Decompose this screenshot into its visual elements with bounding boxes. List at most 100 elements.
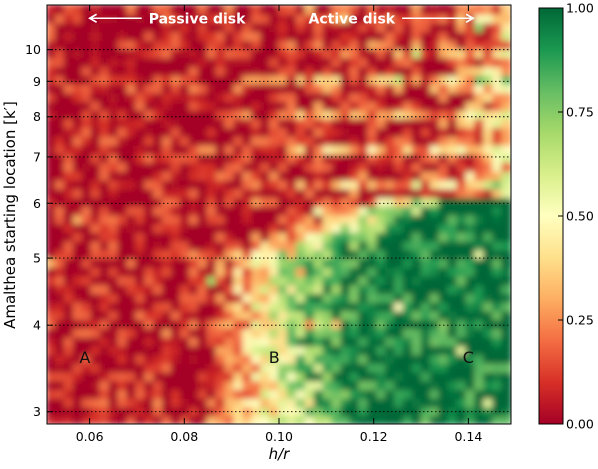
heatmap-cell <box>349 161 361 172</box>
heatmap-cell <box>492 169 504 181</box>
heatmap-cell <box>376 292 388 303</box>
heatmap-cell <box>322 56 334 68</box>
heatmap-cell <box>349 65 361 76</box>
heatmap-cell <box>278 38 289 50</box>
heatmap-cell <box>492 56 504 68</box>
heatmap-cell <box>420 222 432 233</box>
heatmap-cell <box>492 187 504 198</box>
heatmap-cell <box>304 47 316 59</box>
heatmap-cell <box>420 405 432 417</box>
heatmap-cell <box>126 56 138 68</box>
heatmap-cell <box>117 300 129 312</box>
heatmap-cell <box>402 370 414 382</box>
heatmap-cell <box>144 30 156 41</box>
heatmap-cell <box>269 388 280 399</box>
heatmap-cell <box>269 143 280 155</box>
heatmap-cell <box>304 309 316 321</box>
heatmap-cell <box>420 169 432 181</box>
heatmap-cell <box>340 370 352 382</box>
heatmap-cell <box>322 38 334 50</box>
heatmap-cell <box>420 108 432 120</box>
heatmap-cell <box>72 187 84 198</box>
heatmap-cell <box>224 370 236 382</box>
heatmap-cell <box>402 152 414 164</box>
heatmap-cell <box>233 327 245 338</box>
heatmap-cell <box>242 161 254 172</box>
heatmap-cell <box>286 108 298 120</box>
heatmap-cell <box>295 143 307 155</box>
heatmap-cell <box>170 152 182 164</box>
heatmap-cell <box>447 196 459 207</box>
heatmap-cell <box>331 152 343 164</box>
heatmap-cell <box>233 239 245 251</box>
heatmap-cell <box>420 5 432 15</box>
heatmap-cell <box>170 405 182 417</box>
heatmap-cell <box>322 344 334 356</box>
heatmap-cell <box>286 274 298 286</box>
heatmap-cell <box>313 91 325 102</box>
heatmap-cell <box>170 178 182 190</box>
heatmap-cell <box>394 204 405 216</box>
heatmap-cell <box>295 126 307 137</box>
heatmap-cell <box>331 239 343 251</box>
heatmap-cell <box>438 344 450 356</box>
heatmap-cell <box>465 30 477 41</box>
heatmap-cell <box>349 196 361 207</box>
heatmap-cell <box>358 117 370 129</box>
heatmap-cell <box>456 292 468 303</box>
heatmap-cell <box>474 274 486 286</box>
heatmap-cell <box>135 73 147 85</box>
heatmap-cell <box>233 283 245 294</box>
heatmap-cell <box>260 318 272 329</box>
heatmap-cell <box>72 108 84 120</box>
heatmap-cell <box>322 379 334 391</box>
heatmap-cell <box>81 56 93 68</box>
heatmap-cell <box>394 257 405 268</box>
heatmap-cell <box>304 73 316 85</box>
heatmap-cell <box>322 12 334 24</box>
heatmap-cell <box>117 126 129 137</box>
heatmap-cell <box>63 161 75 172</box>
heatmap-cell <box>170 318 182 329</box>
heatmap-cell <box>108 21 120 33</box>
heatmap-cell <box>215 65 227 76</box>
heatmap-cell <box>474 292 486 303</box>
heatmap-cell <box>81 257 93 268</box>
heatmap-cell <box>108 239 120 251</box>
heatmap-cell <box>331 134 343 146</box>
heatmap-cell <box>295 222 307 233</box>
heatmap-cell <box>358 187 370 198</box>
heatmap-cell <box>81 108 93 120</box>
heatmap-cell <box>313 30 325 41</box>
heatmap-cell <box>242 152 254 164</box>
heatmap-cell <box>278 265 289 277</box>
heatmap-cell <box>286 100 298 111</box>
heatmap-cell <box>411 161 423 172</box>
heatmap-cell <box>99 239 111 251</box>
heatmap-cell <box>170 161 182 172</box>
heatmap-cell <box>54 327 66 338</box>
heatmap-cell <box>126 309 138 321</box>
heatmap-cell <box>260 47 272 59</box>
heatmap-cell <box>206 248 218 260</box>
heatmap-cell <box>72 248 84 260</box>
heatmap-cell <box>260 100 272 111</box>
heatmap-cell <box>358 283 370 294</box>
heatmap-cell <box>162 318 173 329</box>
heatmap-cell <box>81 91 93 102</box>
heatmap-cell <box>215 309 227 321</box>
heatmap-cell <box>295 300 307 312</box>
heatmap-cell <box>385 73 396 85</box>
heatmap-cell <box>90 292 102 303</box>
heatmap-cell <box>153 91 164 102</box>
heatmap-cell <box>474 178 486 190</box>
heatmap-cell <box>358 248 370 260</box>
heatmap-cell <box>153 126 164 137</box>
heatmap-cell <box>242 5 254 15</box>
heatmap-cell <box>367 134 379 146</box>
heatmap-cell <box>197 196 209 207</box>
heatmap-cell <box>429 370 441 382</box>
heatmap-cell <box>54 187 66 198</box>
heatmap-cell <box>394 126 405 137</box>
heatmap-cell <box>429 414 441 424</box>
